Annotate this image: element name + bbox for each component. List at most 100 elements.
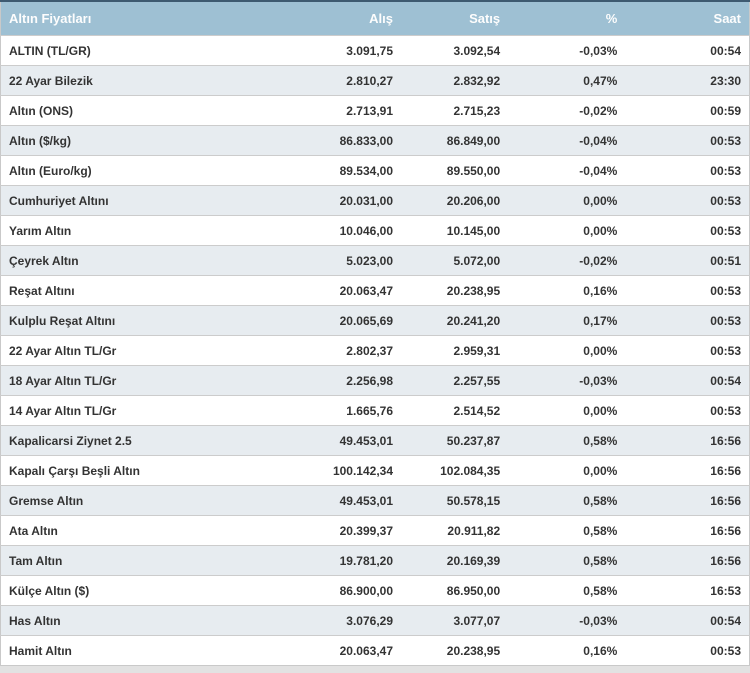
table-header: Altın Fiyatları Alış Satış % Saat bbox=[0, 1, 750, 36]
sell-price-cell: 89.550,00 bbox=[401, 155, 509, 186]
buy-price-cell: 20.063,47 bbox=[264, 635, 402, 666]
sell-price-cell: 2.257,55 bbox=[401, 365, 509, 396]
change-percent-cell: 0,58% bbox=[508, 485, 626, 516]
sell-price-cell: 86.849,00 bbox=[401, 125, 509, 156]
change-percent-cell: -0,04% bbox=[508, 125, 626, 156]
update-time-cell: 00:54 bbox=[625, 35, 750, 66]
update-time-cell: 00:53 bbox=[625, 185, 750, 216]
header-buy: Alış bbox=[264, 1, 402, 36]
table-row: Kulplu Reşat Altını 20.065,69 20.241,20 … bbox=[0, 305, 750, 336]
update-time-cell: 00:53 bbox=[625, 215, 750, 246]
buy-price-cell: 20.063,47 bbox=[264, 275, 402, 306]
instrument-name-cell: ALTIN (TL/GR) bbox=[0, 35, 265, 66]
sell-price-cell: 20.169,39 bbox=[401, 545, 509, 576]
sell-price-cell: 20.241,20 bbox=[401, 305, 509, 336]
sell-price-cell: 86.950,00 bbox=[401, 575, 509, 606]
change-percent-cell: 0,58% bbox=[508, 515, 626, 546]
change-percent-cell: 0,16% bbox=[508, 275, 626, 306]
buy-price-cell: 10.046,00 bbox=[264, 215, 402, 246]
instrument-name-cell: Reşat Altını bbox=[0, 275, 265, 306]
update-time-cell: 16:53 bbox=[625, 575, 750, 606]
header-gold-prices: Altın Fiyatları bbox=[0, 1, 265, 36]
change-percent-cell: 0,17% bbox=[508, 305, 626, 336]
update-time-cell: 00:53 bbox=[625, 395, 750, 426]
sell-price-cell: 50.578,15 bbox=[401, 485, 509, 516]
sell-price-cell: 10.145,00 bbox=[401, 215, 509, 246]
update-time-cell: 00:53 bbox=[625, 635, 750, 666]
buy-price-cell: 3.091,75 bbox=[264, 35, 402, 66]
header-time: Saat bbox=[625, 1, 750, 36]
table-row: Ata Altın 20.399,37 20.911,82 0,58% 16:5… bbox=[0, 515, 750, 546]
update-time-cell: 00:53 bbox=[625, 305, 750, 336]
table-row: Kapalicarsi Ziynet 2.5 49.453,01 50.237,… bbox=[0, 425, 750, 456]
update-time-cell: 00:53 bbox=[625, 335, 750, 366]
sell-price-cell: 3.092,54 bbox=[401, 35, 509, 66]
change-percent-cell: 0,58% bbox=[508, 575, 626, 606]
update-time-cell: 00:53 bbox=[625, 275, 750, 306]
buy-price-cell: 2.256,98 bbox=[264, 365, 402, 396]
instrument-name-cell: 22 Ayar Bilezik bbox=[0, 65, 265, 96]
table-row: Cumhuriyet Altını 20.031,00 20.206,00 0,… bbox=[0, 185, 750, 216]
instrument-name-cell: Kapalı Çarşı Beşli Altın bbox=[0, 455, 265, 486]
buy-price-cell: 3.076,29 bbox=[264, 605, 402, 636]
buy-price-cell: 20.399,37 bbox=[264, 515, 402, 546]
update-time-cell: 00:53 bbox=[625, 125, 750, 156]
change-percent-cell: 0,58% bbox=[508, 545, 626, 576]
table-row: 14 Ayar Altın TL/Gr 1.665,76 2.514,52 0,… bbox=[0, 395, 750, 426]
instrument-name-cell: Kapalicarsi Ziynet 2.5 bbox=[0, 425, 265, 456]
table-row: Kapalı Çarşı Beşli Altın 100.142,34 102.… bbox=[0, 455, 750, 486]
buy-price-cell: 100.142,34 bbox=[264, 455, 402, 486]
buy-price-cell: 19.781,20 bbox=[264, 545, 402, 576]
buy-price-cell: 49.453,01 bbox=[264, 425, 402, 456]
instrument-name-cell: Ata Altın bbox=[0, 515, 265, 546]
sell-price-cell: 50.237,87 bbox=[401, 425, 509, 456]
instrument-name-cell: 22 Ayar Altın TL/Gr bbox=[0, 335, 265, 366]
update-time-cell: 16:56 bbox=[625, 515, 750, 546]
instrument-name-cell: Kulplu Reşat Altını bbox=[0, 305, 265, 336]
buy-price-cell: 2.810,27 bbox=[264, 65, 402, 96]
update-time-cell: 00:54 bbox=[625, 605, 750, 636]
update-time-cell: 00:51 bbox=[625, 245, 750, 276]
update-time-cell: 00:54 bbox=[625, 365, 750, 396]
change-percent-cell: 0,00% bbox=[508, 335, 626, 366]
table-row: 22 Ayar Bilezik 2.810,27 2.832,92 0,47% … bbox=[0, 65, 750, 96]
buy-price-cell: 49.453,01 bbox=[264, 485, 402, 516]
header-change-percent: % bbox=[508, 1, 626, 36]
update-time-cell: 16:56 bbox=[625, 455, 750, 486]
sell-price-cell: 20.911,82 bbox=[401, 515, 509, 546]
change-percent-cell: 0,00% bbox=[508, 395, 626, 426]
table-row: Reşat Altını 20.063,47 20.238,95 0,16% 0… bbox=[0, 275, 750, 306]
instrument-name-cell: Cumhuriyet Altını bbox=[0, 185, 265, 216]
change-percent-cell: -0,03% bbox=[508, 605, 626, 636]
change-percent-cell: 0,58% bbox=[508, 425, 626, 456]
table-row: Altın (ONS) 2.713,91 2.715,23 -0,02% 00:… bbox=[0, 95, 750, 126]
table-row: ALTIN (TL/GR) 3.091,75 3.092,54 -0,03% 0… bbox=[0, 35, 750, 66]
sell-price-cell: 102.084,35 bbox=[401, 455, 509, 486]
table-row: 18 Ayar Altın TL/Gr 2.256,98 2.257,55 -0… bbox=[0, 365, 750, 396]
instrument-name-cell: Tam Altın bbox=[0, 545, 265, 576]
change-percent-cell: -0,02% bbox=[508, 95, 626, 126]
sell-price-cell: 20.238,95 bbox=[401, 635, 509, 666]
buy-price-cell: 2.713,91 bbox=[264, 95, 402, 126]
change-percent-cell: 0,00% bbox=[508, 455, 626, 486]
instrument-name-cell: Yarım Altın bbox=[0, 215, 265, 246]
change-percent-cell: -0,02% bbox=[508, 245, 626, 276]
instrument-name-cell: 14 Ayar Altın TL/Gr bbox=[0, 395, 265, 426]
table-row: Altın ($/kg) 86.833,00 86.849,00 -0,04% … bbox=[0, 125, 750, 156]
buy-price-cell: 89.534,00 bbox=[264, 155, 402, 186]
instrument-name-cell: Altın (ONS) bbox=[0, 95, 265, 126]
table-row: 22 Ayar Altın TL/Gr 2.802,37 2.959,31 0,… bbox=[0, 335, 750, 366]
table-body: ALTIN (TL/GR) 3.091,75 3.092,54 -0,03% 0… bbox=[0, 35, 750, 666]
buy-price-cell: 86.900,00 bbox=[264, 575, 402, 606]
instrument-name-cell: Has Altın bbox=[0, 605, 265, 636]
sell-price-cell: 3.077,07 bbox=[401, 605, 509, 636]
header-row: Altın Fiyatları Alış Satış % Saat bbox=[0, 1, 750, 36]
buy-price-cell: 2.802,37 bbox=[264, 335, 402, 366]
sell-price-cell: 2.514,52 bbox=[401, 395, 509, 426]
change-percent-cell: 0,00% bbox=[508, 215, 626, 246]
sell-price-cell: 2.832,92 bbox=[401, 65, 509, 96]
table-row: Külçe Altın ($) 86.900,00 86.950,00 0,58… bbox=[0, 575, 750, 606]
instrument-name-cell: Külçe Altın ($) bbox=[0, 575, 265, 606]
table-row: Yarım Altın 10.046,00 10.145,00 0,00% 00… bbox=[0, 215, 750, 246]
instrument-name-cell: Gremse Altın bbox=[0, 485, 265, 516]
